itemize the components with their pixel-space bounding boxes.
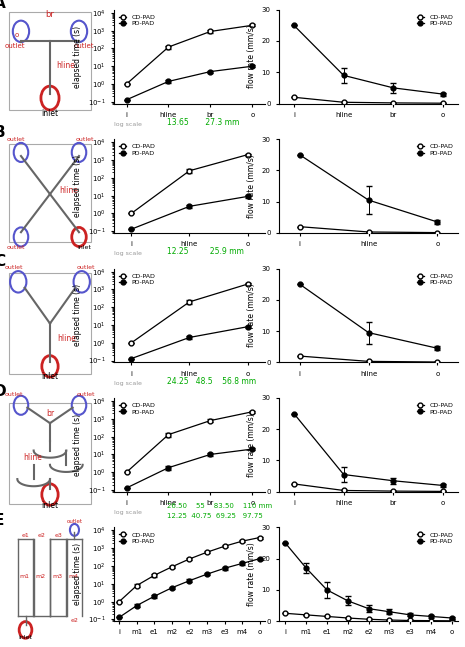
Y-axis label: flow rate (mm/s): flow rate (mm/s) xyxy=(247,25,256,89)
Y-axis label: elapsed time (s): elapsed time (s) xyxy=(73,155,82,217)
Legend: CD-PAD, PD-PAD: CD-PAD, PD-PAD xyxy=(117,142,157,158)
Text: log scale: log scale xyxy=(114,251,142,256)
Text: e1: e1 xyxy=(22,533,29,538)
Y-axis label: elapsed time (s): elapsed time (s) xyxy=(73,413,82,476)
Y-axis label: elapsed time (s): elapsed time (s) xyxy=(73,25,82,88)
Legend: CD-PAD, PD-PAD: CD-PAD, PD-PAD xyxy=(117,272,157,287)
Text: br: br xyxy=(46,409,54,418)
Text: log scale: log scale xyxy=(114,380,142,386)
Text: m1: m1 xyxy=(20,573,30,578)
Legend: CD-PAD, PD-PAD: CD-PAD, PD-PAD xyxy=(117,13,157,28)
FancyBboxPatch shape xyxy=(9,403,91,504)
Text: m3: m3 xyxy=(52,573,62,578)
Legend: CD-PAD, PD-PAD: CD-PAD, PD-PAD xyxy=(415,531,455,546)
Text: outlet: outlet xyxy=(75,137,93,142)
Text: outlet: outlet xyxy=(7,137,25,142)
Text: log scale: log scale xyxy=(114,122,142,127)
Text: m2: m2 xyxy=(36,573,46,578)
Text: hline: hline xyxy=(56,61,75,71)
Text: hline: hline xyxy=(59,186,78,195)
Text: A: A xyxy=(0,0,6,10)
Legend: CD-PAD, PD-PAD: CD-PAD, PD-PAD xyxy=(415,142,455,158)
Y-axis label: elapsed time (s): elapsed time (s) xyxy=(73,284,82,347)
FancyBboxPatch shape xyxy=(9,274,91,373)
Text: 24.25   48.5    56.8 mm: 24.25 48.5 56.8 mm xyxy=(167,377,256,386)
Legend: CD-PAD, PD-PAD: CD-PAD, PD-PAD xyxy=(415,13,455,28)
Text: B: B xyxy=(0,125,6,140)
Text: outlet: outlet xyxy=(73,43,94,49)
Legend: CD-PAD, PD-PAD: CD-PAD, PD-PAD xyxy=(415,401,455,417)
Text: E: E xyxy=(0,513,4,528)
FancyBboxPatch shape xyxy=(9,144,91,242)
Y-axis label: flow rate (mm/s): flow rate (mm/s) xyxy=(247,154,256,218)
Text: hline: hline xyxy=(23,453,42,462)
Text: e3: e3 xyxy=(54,533,62,538)
Text: outlet: outlet xyxy=(4,43,25,49)
Text: outlet: outlet xyxy=(77,265,95,270)
Text: e2: e2 xyxy=(38,533,46,538)
Text: log scale: log scale xyxy=(114,510,142,515)
Y-axis label: flow rate (mm/s): flow rate (mm/s) xyxy=(247,542,256,606)
Legend: CD-PAD, PD-PAD: CD-PAD, PD-PAD xyxy=(117,401,157,417)
Text: 26.50    55    83.50    110 mm: 26.50 55 83.50 110 mm xyxy=(167,503,272,509)
Text: C: C xyxy=(0,254,5,269)
Text: inlet: inlet xyxy=(19,635,33,641)
Text: o: o xyxy=(14,32,19,38)
Text: 12.25         25.9 mm: 12.25 25.9 mm xyxy=(167,247,244,256)
Text: outlet: outlet xyxy=(7,245,25,250)
Y-axis label: elapsed time (s): elapsed time (s) xyxy=(73,543,82,606)
Text: D: D xyxy=(0,384,7,399)
FancyBboxPatch shape xyxy=(9,12,91,110)
Text: inlet: inlet xyxy=(41,373,59,382)
Text: 13.65       27.3 mm: 13.65 27.3 mm xyxy=(167,118,239,127)
Text: 12.25  40.75  69.25   97.75: 12.25 40.75 69.25 97.75 xyxy=(167,513,263,519)
Text: m4: m4 xyxy=(68,573,79,578)
Legend: CD-PAD, PD-PAD: CD-PAD, PD-PAD xyxy=(415,272,455,287)
Text: br: br xyxy=(46,10,54,19)
Text: outlet: outlet xyxy=(5,391,23,397)
Text: hline: hline xyxy=(57,334,76,344)
Text: inlet: inlet xyxy=(41,501,59,510)
Text: inlet: inlet xyxy=(41,109,59,118)
Text: e2: e2 xyxy=(71,618,79,622)
Text: outlet: outlet xyxy=(5,265,23,270)
Text: outlet: outlet xyxy=(77,391,95,397)
Y-axis label: flow rate (mm/s): flow rate (mm/s) xyxy=(247,283,256,347)
Y-axis label: flow rate (mm/s): flow rate (mm/s) xyxy=(247,413,256,477)
Legend: CD-PAD, PD-PAD: CD-PAD, PD-PAD xyxy=(117,531,157,546)
Text: outlet: outlet xyxy=(66,519,82,524)
Text: inlet: inlet xyxy=(78,245,92,250)
